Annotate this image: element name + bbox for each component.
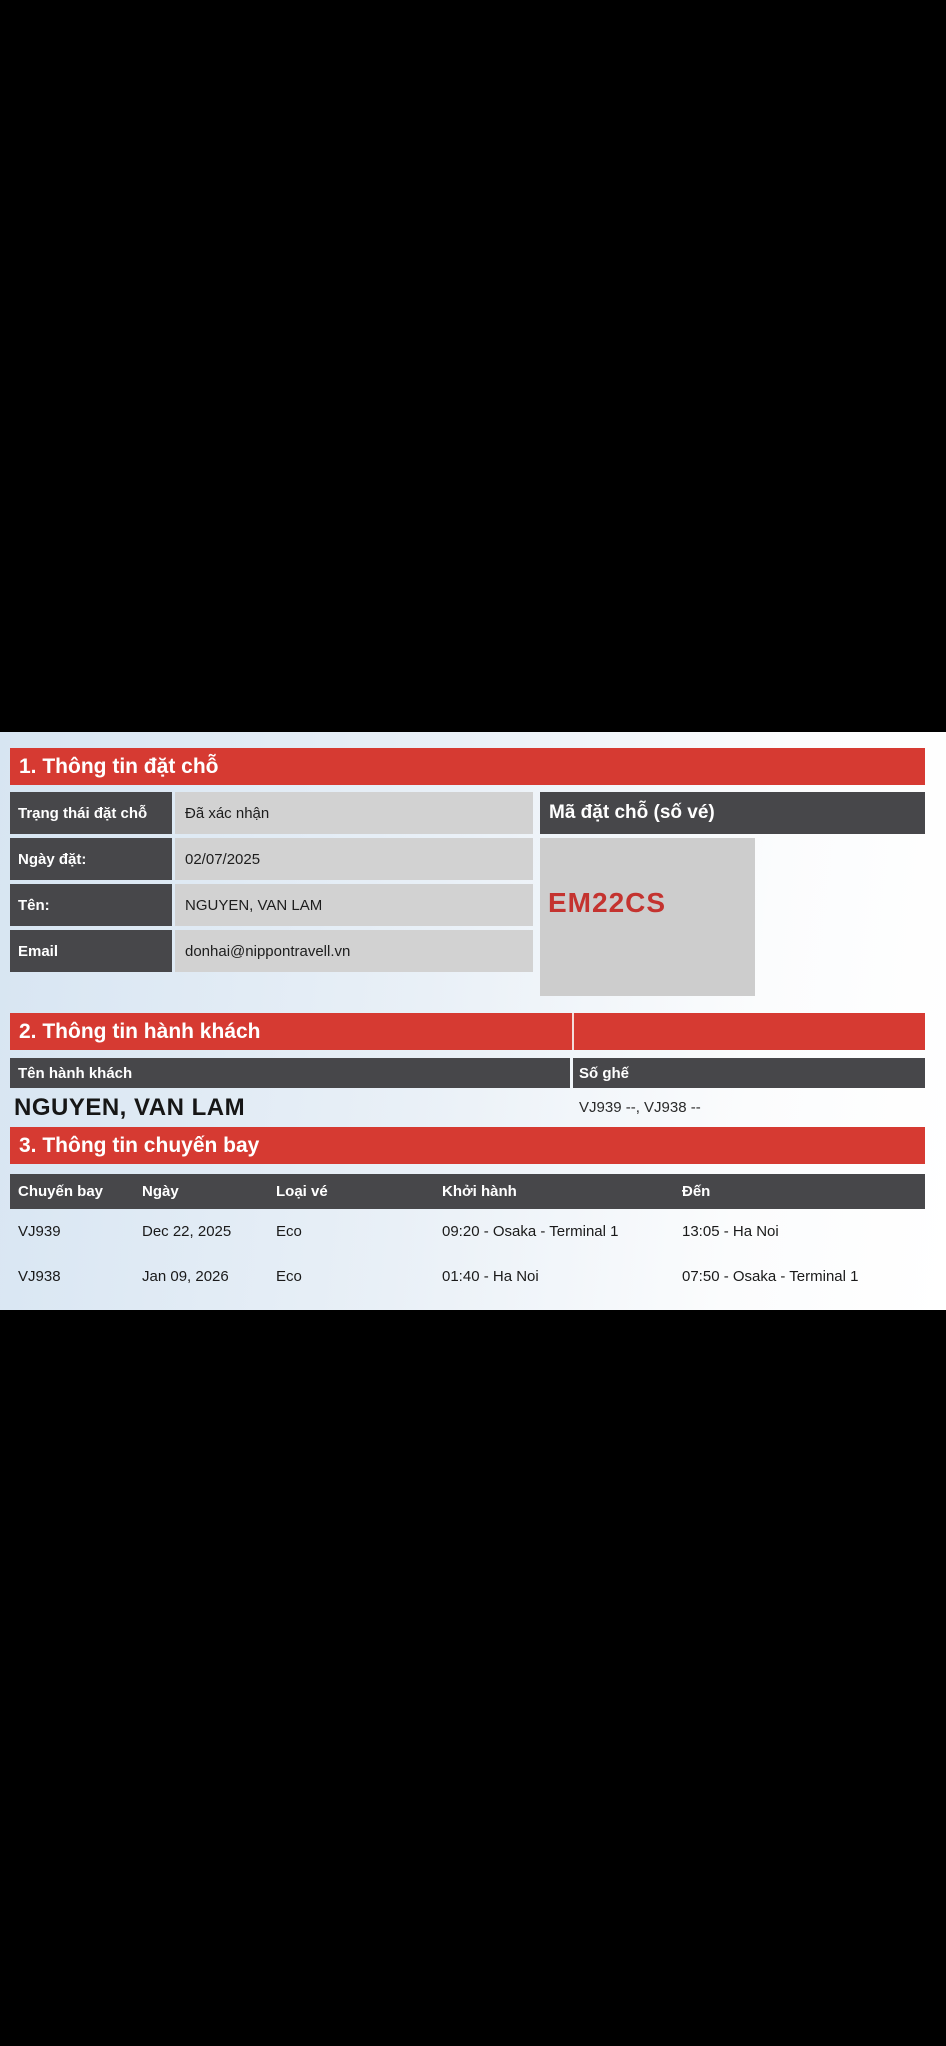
booking-date-label: Ngày đặt: xyxy=(10,838,172,880)
table-row: Email donhai@nippontravell.vn xyxy=(10,930,533,972)
booking-date-value: 02/07/2025 xyxy=(175,838,533,880)
flight-departure: 09:20 - Osaka - Terminal 1 xyxy=(442,1223,619,1240)
flight-fare: Eco xyxy=(276,1268,302,1285)
booking-info-body: Trạng thái đặt chỗ Đã xác nhận Ngày đặt:… xyxy=(10,792,925,996)
flight-arrival: 07:50 - Osaka - Terminal 1 xyxy=(682,1268,859,1285)
section-passenger-title: 2. Thông tin hành khách xyxy=(19,1019,261,1043)
flight-date: Jan 09, 2026 xyxy=(142,1268,229,1285)
header-divider xyxy=(572,1013,574,1050)
flight-departure: 01:40 - Ha Noi xyxy=(442,1268,539,1285)
passenger-seat-value: VJ939 --, VJ938 -- xyxy=(579,1099,701,1116)
flight-arrival: 13:05 - Ha Noi xyxy=(682,1223,779,1240)
passenger-seat-header: Số ghế xyxy=(573,1058,925,1088)
booking-status-label: Trạng thái đặt chỗ xyxy=(10,792,172,834)
flight-date: Dec 22, 2025 xyxy=(142,1223,232,1240)
flight-number: VJ938 xyxy=(18,1268,61,1285)
booking-name-value: NGUYEN, VAN LAM xyxy=(175,884,533,926)
flight-row: VJ938 Jan 09, 2026 Eco 01:40 - Ha Noi 07… xyxy=(10,1254,925,1299)
document-page: 1. Thông tin đặt chỗ Trạng thái đặt chỗ … xyxy=(10,732,925,1299)
booking-email-value: donhai@nippontravell.vn xyxy=(175,930,533,972)
passenger-columns-bar: Tên hành khách Số ghế xyxy=(10,1058,925,1088)
passenger-name-value: NGUYEN, VAN LAM xyxy=(14,1093,246,1121)
col-departure: Khởi hành xyxy=(442,1183,517,1200)
section-flights-title: 3. Thông tin chuyến bay xyxy=(19,1133,260,1157)
table-row: Tên: NGUYEN, VAN LAM xyxy=(10,884,533,926)
col-arrival: Đến xyxy=(682,1183,711,1200)
booking-code-header: Mã đặt chỗ (số vé) xyxy=(540,792,925,834)
col-flight: Chuyến bay xyxy=(18,1183,104,1200)
flight-fare: Eco xyxy=(276,1223,302,1240)
section-passenger-header-left: 2. Thông tin hành khách xyxy=(10,1013,572,1050)
col-fare: Loại vé xyxy=(276,1183,328,1200)
booking-email-label: Email xyxy=(10,930,172,972)
flight-row: VJ939 Dec 22, 2025 Eco 09:20 - Osaka - T… xyxy=(10,1209,925,1254)
section-booking-title: 1. Thông tin đặt chỗ xyxy=(19,754,219,778)
booking-code-panel: Mã đặt chỗ (số vé) EM22CS xyxy=(540,792,925,996)
section-passenger-header: 2. Thông tin hành khách xyxy=(10,1013,925,1050)
section-passenger-header-right xyxy=(574,1013,925,1050)
booking-status-value: Đã xác nhận xyxy=(175,792,533,834)
passenger-name-header: Tên hành khách xyxy=(10,1058,570,1088)
booking-document: 1. Thông tin đặt chỗ Trạng thái đặt chỗ … xyxy=(0,732,946,1310)
table-row: Ngày đặt: 02/07/2025 xyxy=(10,838,533,880)
col-date: Ngày xyxy=(142,1183,179,1200)
section-booking-header: 1. Thông tin đặt chỗ xyxy=(10,748,925,785)
section-flights-header: 3. Thông tin chuyến bay xyxy=(10,1127,925,1164)
booking-code-box: EM22CS xyxy=(540,838,755,996)
booking-name-label: Tên: xyxy=(10,884,172,926)
passenger-row: NGUYEN, VAN LAM VJ939 --, VJ938 -- xyxy=(10,1088,925,1127)
flight-number: VJ939 xyxy=(18,1223,61,1240)
table-row: Trạng thái đặt chỗ Đã xác nhận xyxy=(10,792,533,834)
booking-info-table: Trạng thái đặt chỗ Đã xác nhận Ngày đặt:… xyxy=(10,792,533,996)
booking-code-value: EM22CS xyxy=(548,887,667,918)
flight-table-header: Chuyến bay Ngày Loại vé Khởi hành Đến xyxy=(10,1174,925,1209)
